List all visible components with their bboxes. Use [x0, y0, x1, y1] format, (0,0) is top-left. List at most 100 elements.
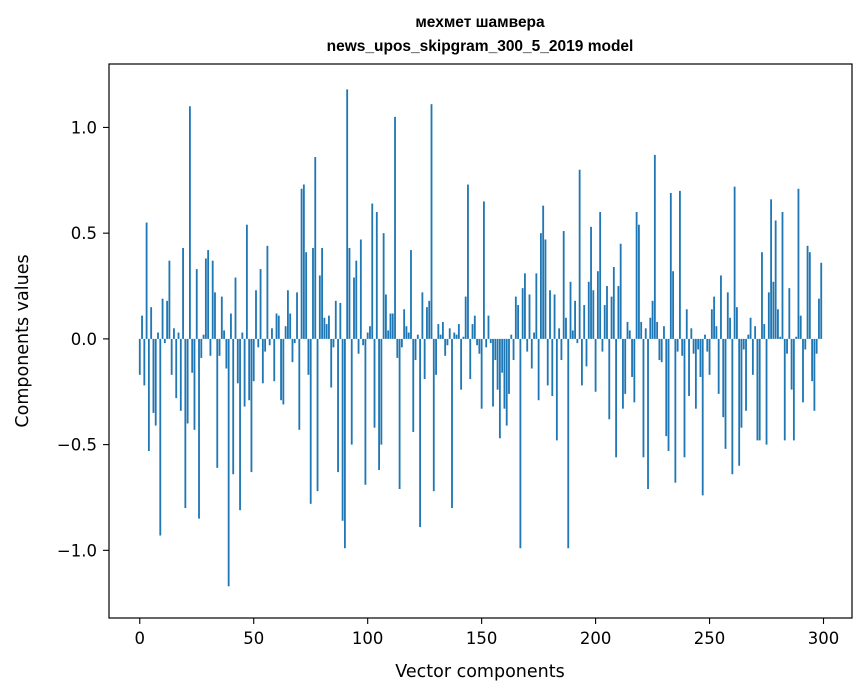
bar-component-25: [195, 269, 198, 339]
bar-component-27: [200, 338, 203, 358]
bar-component-14: [170, 338, 173, 375]
bar-component-190: [571, 330, 574, 339]
bar-component-112: [394, 116, 396, 339]
bar-component-173: [533, 332, 535, 339]
bar-component-10: [161, 298, 164, 339]
bar-component-249: [706, 338, 709, 352]
bar-component-273: [761, 252, 763, 339]
bar-component-201: [596, 271, 599, 339]
bar-component-260: [731, 338, 734, 475]
bar-component-72: [302, 184, 305, 339]
bar-component-59: [273, 338, 276, 382]
bar-component-232: [667, 338, 670, 451]
bar-component-296: [813, 338, 816, 411]
bar-component-125: [423, 338, 426, 380]
bar-component-146: [471, 324, 474, 339]
bar-component-242: [690, 328, 693, 339]
bar-component-50: [252, 338, 255, 382]
bar-component-81: [323, 317, 326, 339]
bar-component-11: [163, 338, 166, 344]
x-axis: 0 50 100 150 200 250 300: [135, 618, 839, 648]
bar-component-214: [626, 321, 629, 339]
bar-component-203: [601, 338, 604, 352]
bar-component-80: [321, 247, 324, 339]
bar-component-291: [802, 338, 804, 403]
bar-component-210: [617, 286, 620, 339]
bar-component-170: [526, 338, 529, 352]
bar-component-92: [348, 247, 351, 339]
bar-component-74: [307, 338, 310, 375]
bar-component-29: [204, 258, 207, 339]
bar-component-149: [478, 338, 481, 354]
bar-component-235: [674, 338, 677, 483]
bar-component-70: [298, 338, 301, 430]
bar-component-97: [359, 239, 362, 339]
bar-component-248: [704, 334, 706, 339]
bar-component-280: [777, 309, 779, 339]
bar-component-223: [647, 338, 649, 490]
bar-component-110: [389, 313, 392, 339]
bar-component-175: [537, 338, 540, 401]
bar-component-270: [754, 326, 757, 339]
bar-component-171: [528, 294, 531, 339]
bar-component-19: [182, 247, 184, 339]
x-tick-label: 50: [243, 629, 264, 648]
bar-component-193: [578, 169, 581, 339]
bar-component-200: [594, 338, 597, 392]
bar-component-156: [494, 338, 497, 361]
bar-component-131: [437, 324, 440, 339]
bar-component-113: [396, 338, 399, 358]
bar-component-277: [770, 199, 772, 339]
bar-component-268: [749, 317, 752, 339]
bar-component-199: [592, 290, 595, 339]
bar-component-55: [264, 338, 267, 352]
bar-component-38: [225, 338, 228, 369]
bar-component-219: [637, 224, 640, 339]
bar-component-269: [751, 338, 754, 375]
bar-component-258: [726, 292, 729, 339]
y-tick-label: −0.5: [57, 436, 97, 455]
bar-component-30: [207, 250, 210, 339]
bar-component-185: [560, 338, 563, 361]
bar-component-16: [175, 338, 178, 399]
bar-component-264: [740, 338, 743, 428]
bar-component-104: [375, 212, 378, 339]
bar-component-287: [792, 338, 795, 441]
bar-component-169: [524, 273, 526, 339]
bar-component-295: [811, 338, 814, 382]
bar-component-241: [688, 338, 690, 396]
bar-component-22: [189, 106, 191, 339]
bar-component-13: [168, 260, 171, 339]
bar-component-182: [553, 294, 556, 339]
bar-component-40: [230, 313, 232, 339]
bar-component-275: [765, 338, 768, 445]
bar-component-195: [583, 305, 586, 339]
bar-component-187: [565, 317, 567, 339]
bar-component-71: [300, 188, 303, 339]
bar-component-220: [640, 321, 643, 339]
bar-component-39: [227, 338, 230, 587]
bar-component-151: [483, 201, 485, 339]
bar-component-299: [820, 262, 823, 339]
chart-title-line-1: мехмет шамвера: [415, 14, 545, 31]
bar-component-43: [236, 338, 239, 384]
bar-component-63: [282, 338, 285, 405]
bar-component-128: [430, 104, 433, 339]
bar-component-124: [421, 292, 424, 339]
bar-component-222: [644, 328, 647, 339]
bar-component-42: [234, 277, 237, 339]
bar-component-251: [710, 309, 713, 339]
bar-component-105: [378, 338, 380, 470]
bar-component-122: [416, 334, 419, 339]
bar-component-266: [745, 338, 747, 411]
bar-component-35: [218, 338, 221, 356]
bar-component-67: [291, 338, 294, 363]
bar-component-87: [337, 338, 339, 473]
bar-component-289: [797, 188, 800, 339]
bar-component-90: [343, 338, 346, 549]
bar-component-209: [615, 338, 618, 458]
bar-component-216: [631, 338, 633, 377]
bar-component-135: [446, 338, 449, 346]
plot-area: [138, 89, 823, 587]
bar-component-53: [259, 269, 262, 339]
